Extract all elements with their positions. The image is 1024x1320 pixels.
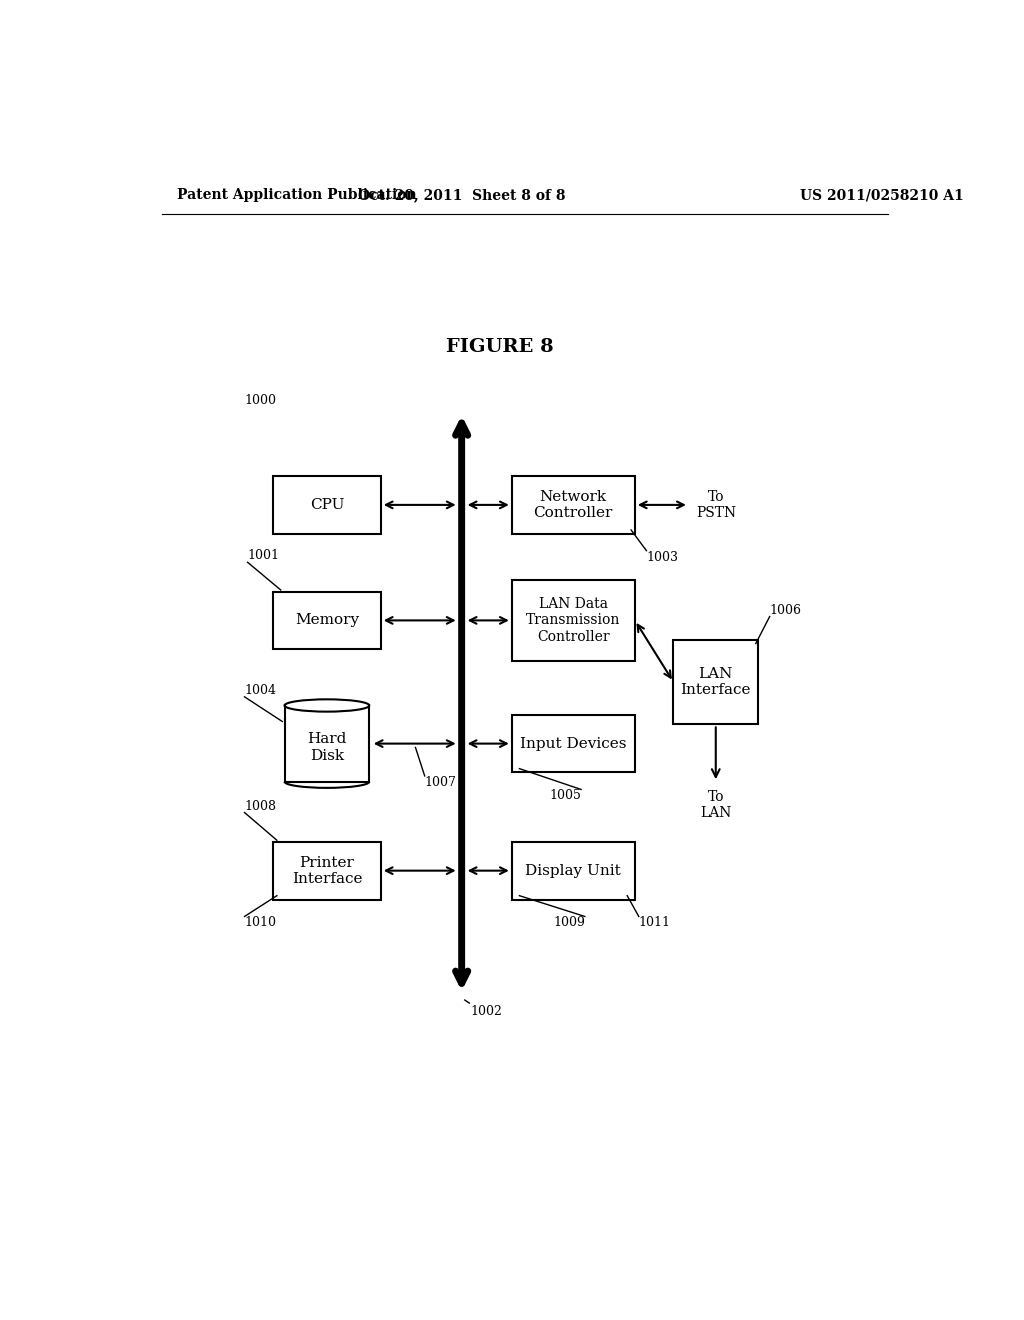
Text: 1000: 1000 [245, 395, 276, 408]
Text: FIGURE 8: FIGURE 8 [446, 338, 554, 356]
Text: US 2011/0258210 A1: US 2011/0258210 A1 [801, 189, 965, 202]
Text: 1007: 1007 [425, 776, 457, 789]
FancyBboxPatch shape [512, 842, 635, 899]
Text: Input Devices: Input Devices [520, 737, 627, 751]
Text: LAN
Interface: LAN Interface [681, 667, 751, 697]
Ellipse shape [285, 700, 370, 711]
Text: Memory: Memory [295, 614, 359, 627]
Text: Oct. 20, 2011  Sheet 8 of 8: Oct. 20, 2011 Sheet 8 of 8 [358, 189, 565, 202]
Text: 1005: 1005 [549, 789, 581, 803]
Text: 1010: 1010 [245, 916, 276, 929]
Text: 1004: 1004 [245, 684, 276, 697]
FancyBboxPatch shape [273, 842, 381, 899]
Text: 1009: 1009 [553, 916, 585, 929]
Text: 1008: 1008 [245, 800, 276, 813]
FancyBboxPatch shape [512, 477, 635, 533]
Text: Patent Application Publication: Patent Application Publication [177, 189, 417, 202]
Text: 1003: 1003 [646, 550, 679, 564]
Text: 1002: 1002 [471, 1006, 503, 1019]
FancyBboxPatch shape [512, 714, 635, 772]
Text: LAN Data
Transmission
Controller: LAN Data Transmission Controller [526, 597, 621, 644]
Text: Hard
Disk: Hard Disk [307, 733, 346, 763]
Text: 1006: 1006 [770, 603, 802, 616]
Text: CPU: CPU [309, 498, 344, 512]
Text: Printer
Interface: Printer Interface [292, 855, 362, 886]
FancyBboxPatch shape [273, 591, 381, 649]
Text: 1001: 1001 [248, 549, 280, 562]
Text: To
PSTN: To PSTN [696, 490, 736, 520]
Text: 1011: 1011 [639, 916, 671, 929]
Text: Display Unit: Display Unit [525, 863, 622, 878]
FancyBboxPatch shape [512, 579, 635, 661]
Text: Network
Controller: Network Controller [534, 490, 613, 520]
Text: To
LAN: To LAN [700, 789, 731, 820]
FancyBboxPatch shape [674, 640, 758, 725]
Bar [285, 705, 370, 781]
FancyBboxPatch shape [273, 477, 381, 533]
